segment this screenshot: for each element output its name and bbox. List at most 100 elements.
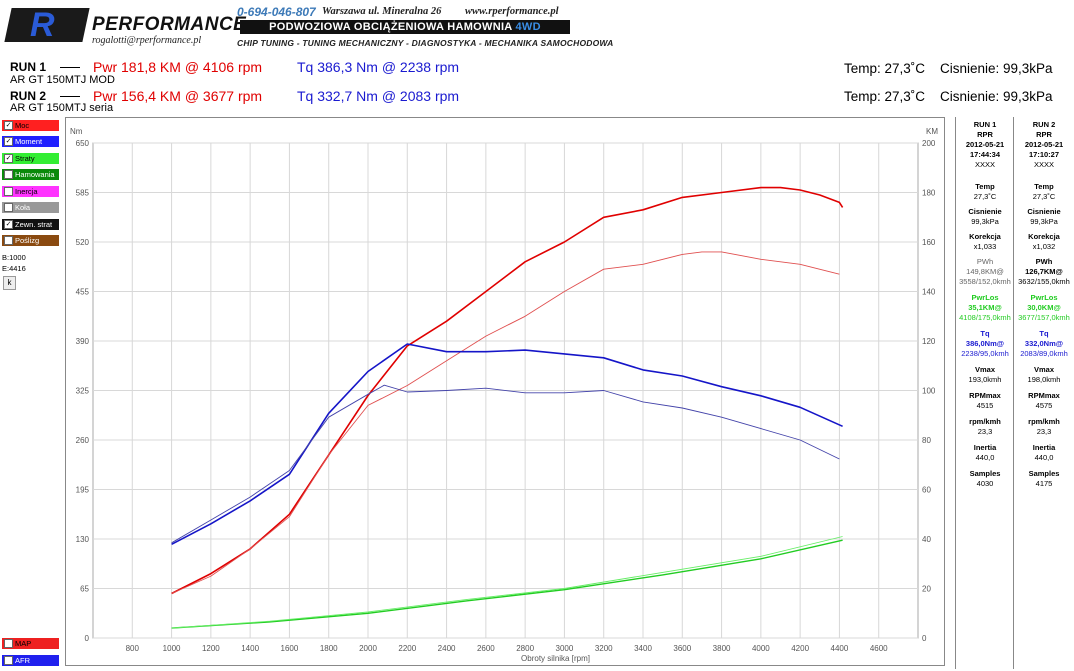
y-left-tick-label: 390 — [76, 337, 90, 346]
run2-corr-value: x1,032 — [1032, 242, 1056, 251]
run2-time: 17:10:27 — [1028, 150, 1060, 159]
toggle-moment[interactable]: ✓ Moment — [2, 136, 59, 147]
toggle-kola[interactable]: Koła — [2, 202, 59, 213]
toggle-poslizg[interactable]: Poślizg — [2, 235, 59, 246]
toggle-label: Inercja — [15, 187, 38, 196]
y-right-tick-label: 100 — [922, 387, 936, 396]
x-tick-label: 2600 — [477, 644, 495, 653]
checkbox-inercja[interactable] — [4, 187, 13, 196]
checkbox-kola[interactable] — [4, 203, 13, 212]
run1-line-sample — [60, 67, 80, 68]
x-tick-label: 2200 — [398, 644, 416, 653]
range-begin: B:1000 — [2, 253, 26, 262]
y-right-tick-label: 60 — [922, 486, 931, 495]
series-line-moment-run2 — [171, 384, 840, 544]
run1-temp-value: 27,3˚C — [973, 192, 997, 201]
run1-tq-sub: 2238/95,0kmh — [961, 349, 1009, 358]
toggle-hamowania[interactable]: Hamowania — [2, 169, 59, 180]
run1-code: XXXX — [974, 160, 995, 169]
checkbox-hamowania[interactable] — [4, 170, 13, 179]
x-tick-label: 4000 — [752, 644, 770, 653]
run1-pwr: Pwr 181,8 KM @ 4106 rpm — [93, 59, 263, 75]
run1-time: 17:44:34 — [969, 150, 1001, 159]
x-tick-label: 3400 — [634, 644, 652, 653]
run1-pwh-value: 149,8KM@ — [966, 267, 1004, 276]
run1-head: RUN 1 — [973, 120, 997, 129]
run2-pwrlos-label: PwrLos — [1030, 293, 1058, 302]
x-tick-label: 2800 — [516, 644, 534, 653]
checkbox-zewn-strat[interactable]: ✓ — [4, 220, 13, 229]
run2-tq-sub: 2083/89,0kmh — [1020, 349, 1068, 358]
run1-inertia-label: Inertia — [973, 443, 997, 452]
run1-rpmkmh-label: rpm/kmh — [969, 417, 1001, 426]
y-left-tick-label: 260 — [76, 436, 90, 445]
run1-tq-label: Tq — [980, 329, 990, 338]
toggle-label: Poślizg — [15, 236, 40, 245]
toggle-label: AFR — [15, 656, 30, 665]
checkbox-moc[interactable]: ✓ — [4, 121, 13, 130]
run2-rpmmax-value: 4575 — [1035, 401, 1053, 410]
toggle-inercja[interactable]: Inercja — [2, 186, 59, 197]
y-left-tick-label: 455 — [76, 288, 90, 297]
run2-temp: Temp: 27,3˚C — [844, 89, 926, 104]
checkbox-afr[interactable] — [4, 656, 13, 665]
y-left-tick-label: 585 — [76, 189, 90, 198]
banner-accent: 4WD — [515, 21, 541, 33]
run1-samples-value: 4030 — [976, 479, 994, 488]
run2-tag: RPR — [1036, 130, 1052, 139]
header-services: CHIP TUNING - TUNING MECHANICZNY - DIAGN… — [237, 38, 614, 48]
x-tick-label: 1400 — [241, 644, 259, 653]
run2-temp-label: Temp — [1034, 182, 1054, 191]
run1-temp: Temp: 27,3˚C — [844, 61, 926, 76]
run1-summary: RUN 1 RPR 2012-05-21 17:44:34 XXXX Temp … — [956, 117, 1014, 489]
toggle-zewn-strat[interactable]: ✓ Zewn. strat — [2, 219, 59, 230]
series-line-moment-run1 — [171, 343, 843, 546]
x-tick-label: 1000 — [163, 644, 181, 653]
checkbox-moment[interactable]: ✓ — [4, 137, 13, 146]
run1-tq: Tq 386,3 Nm @ 2238 rpm — [297, 59, 460, 75]
toggle-label: Zewn. strat — [15, 220, 53, 229]
x-tick-label: 4600 — [870, 644, 888, 653]
run2-summary: RUN 2 RPR 2012-05-21 17:10:27 XXXX Temp … — [1015, 117, 1073, 489]
y-right-tick-label: 140 — [922, 288, 936, 297]
run2-rpmkmh-value: 23,3 — [1036, 427, 1052, 436]
series-line-straty-run1 — [171, 539, 843, 629]
x-tick-label: 4200 — [791, 644, 809, 653]
y-right-tick-label: 120 — [922, 337, 936, 346]
run1-samples-label: Samples — [969, 469, 1001, 478]
header-banner: PODWOZIOWA OBCIĄŻENIOWA HAMOWNIA 4WD — [240, 20, 570, 34]
run2-corr-label: Korekcja — [1028, 232, 1060, 241]
x-tick-label: 3600 — [673, 644, 691, 653]
run1-corr-label: Korekcja — [969, 232, 1001, 241]
checkbox-straty[interactable]: ✓ — [4, 154, 13, 163]
checkbox-map[interactable] — [4, 639, 13, 648]
run2-samples-value: 4175 — [1035, 479, 1053, 488]
toggle-straty[interactable]: ✓ Straty — [2, 153, 59, 164]
header-address: Warszawa ul. Mineralna 26 — [322, 6, 442, 17]
run2-tq-label: Tq — [1039, 329, 1049, 338]
checkbox-poslizg[interactable] — [4, 236, 13, 245]
y-right-tick-label: 180 — [922, 189, 936, 198]
series-line-moc-run2 — [171, 251, 840, 594]
banner-main: PODWOZIOWA OBCIĄŻENIOWA HAMOWNIA — [269, 21, 516, 33]
toggle-moc[interactable]: ✓ Moc — [2, 120, 59, 131]
x-tick-label: 1800 — [320, 644, 338, 653]
toggle-label: Koła — [15, 203, 31, 212]
run1-date: 2012-05-21 — [965, 140, 1005, 149]
run1-tq-value: 386,0Nm@ — [965, 339, 1005, 348]
run2-press-value: 99,3kPa — [1030, 217, 1058, 226]
run2-pwh-value: 126,7KM@ — [1025, 267, 1063, 276]
toggle-label: Moc — [15, 121, 30, 130]
k-button[interactable]: k — [3, 276, 16, 290]
run2-pwr: Pwr 156,4 KM @ 3677 rpm — [93, 88, 263, 104]
run2-tq: Tq 332,7 Nm @ 2083 rpm — [297, 88, 460, 104]
toggle-afr[interactable]: AFR — [2, 655, 59, 666]
toggle-map[interactable]: MAP — [2, 638, 59, 649]
y-left-tick-label: 520 — [76, 238, 90, 247]
y-left-tick-label: 130 — [76, 535, 90, 544]
x-axis-label: Obroty silnika [rpm] — [521, 654, 590, 663]
run2-temp-value: 27,3˚C — [1032, 192, 1056, 201]
logo-letter: R — [30, 6, 55, 44]
run2-vmax-label: Vmax — [1033, 365, 1054, 374]
series-line-straty-run2 — [171, 536, 843, 629]
